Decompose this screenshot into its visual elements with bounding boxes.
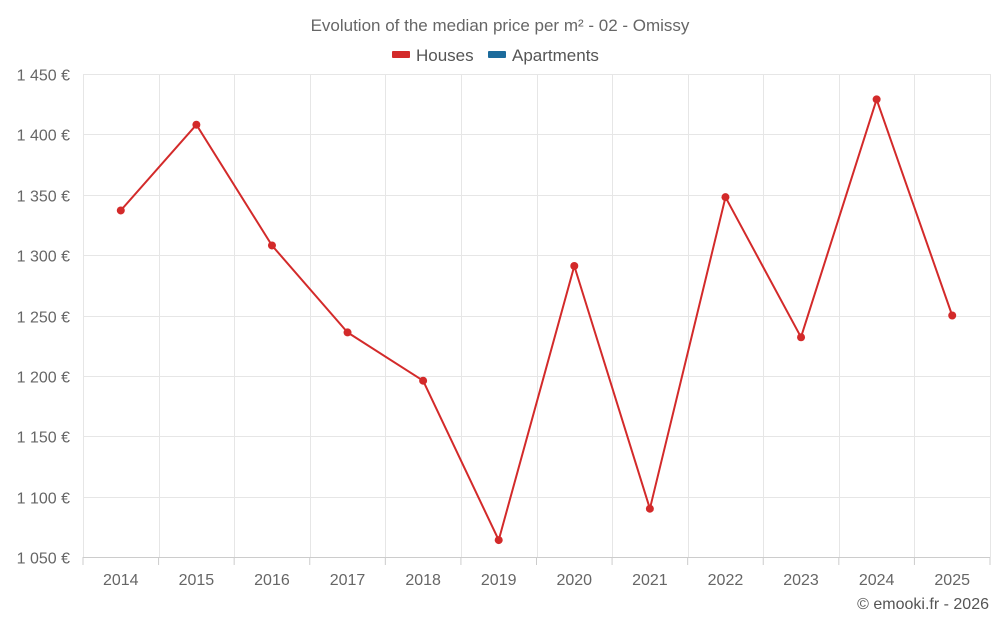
x-axis: 2014 2015 2016 2017 2018 2019 2020 2021 2022 2023… <box>82 557 991 589</box>
data-point-houses-2020[interactable] <box>570 261 579 270</box>
chart-title: Evolution of the median price per m² - 0… <box>311 16 690 35</box>
x-tick-label: 2018 <box>405 572 441 589</box>
y-tick-label: 1 300 € <box>17 249 70 266</box>
credit-text: © emooki.fr - 2026 <box>857 596 989 613</box>
legend-item-houses[interactable]: Houses <box>392 46 474 65</box>
legend-swatch-apartments <box>488 51 506 58</box>
gridlines <box>83 74 991 557</box>
y-tick-label: 1 450 € <box>17 68 70 85</box>
x-tick-label: 2014 <box>103 572 139 589</box>
legend-label-apartments: Apartments <box>512 46 599 65</box>
x-tick-label: 2019 <box>481 572 517 589</box>
data-point-houses-2021[interactable] <box>645 504 654 513</box>
y-tick-label: 1 200 € <box>17 370 70 387</box>
legend-swatch-houses <box>392 51 410 58</box>
data-point-houses-2018[interactable] <box>419 376 428 385</box>
y-tick-label: 1 150 € <box>17 430 70 447</box>
data-point-houses-2015[interactable] <box>192 120 201 129</box>
data-point-houses-2016[interactable] <box>267 241 276 250</box>
x-tick-label: 2024 <box>859 572 895 589</box>
y-tick-label: 1 250 € <box>17 310 70 327</box>
legend[interactable]: Houses Apartments <box>392 46 599 65</box>
data-point-houses-2024[interactable] <box>872 95 881 104</box>
y-tick-label: 1 050 € <box>17 551 70 568</box>
data-point-houses-2023[interactable] <box>797 333 806 342</box>
x-tick-label: 2020 <box>556 572 592 589</box>
data-point-houses-2014[interactable] <box>116 206 125 215</box>
data-point-houses-2019[interactable] <box>494 536 503 545</box>
x-tick-label: 2016 <box>254 572 290 589</box>
data-point-houses-2025[interactable] <box>948 311 957 320</box>
data-point-houses-2022[interactable] <box>721 193 730 202</box>
legend-item-apartments[interactable]: Apartments <box>488 46 599 65</box>
y-tick-label: 1 400 € <box>17 128 70 145</box>
series-layer <box>116 95 957 545</box>
x-tick-label: 2023 <box>783 572 819 589</box>
legend-label-houses: Houses <box>416 46 474 65</box>
x-tick-label: 2025 <box>934 572 970 589</box>
x-tick-label: 2022 <box>708 572 744 589</box>
data-point-houses-2017[interactable] <box>343 328 352 337</box>
y-tick-label: 1 350 € <box>17 189 70 206</box>
series-line-houses <box>120 98 954 542</box>
x-tick-label: 2017 <box>330 572 366 589</box>
x-tick-label: 2015 <box>179 572 215 589</box>
x-tick-label: 2021 <box>632 572 668 589</box>
y-tick-label: 1 100 € <box>17 491 70 508</box>
y-axis: 1 050 € 1 100 € 1 150 € 1 200 € 1 250 € 1 300… <box>17 68 70 568</box>
